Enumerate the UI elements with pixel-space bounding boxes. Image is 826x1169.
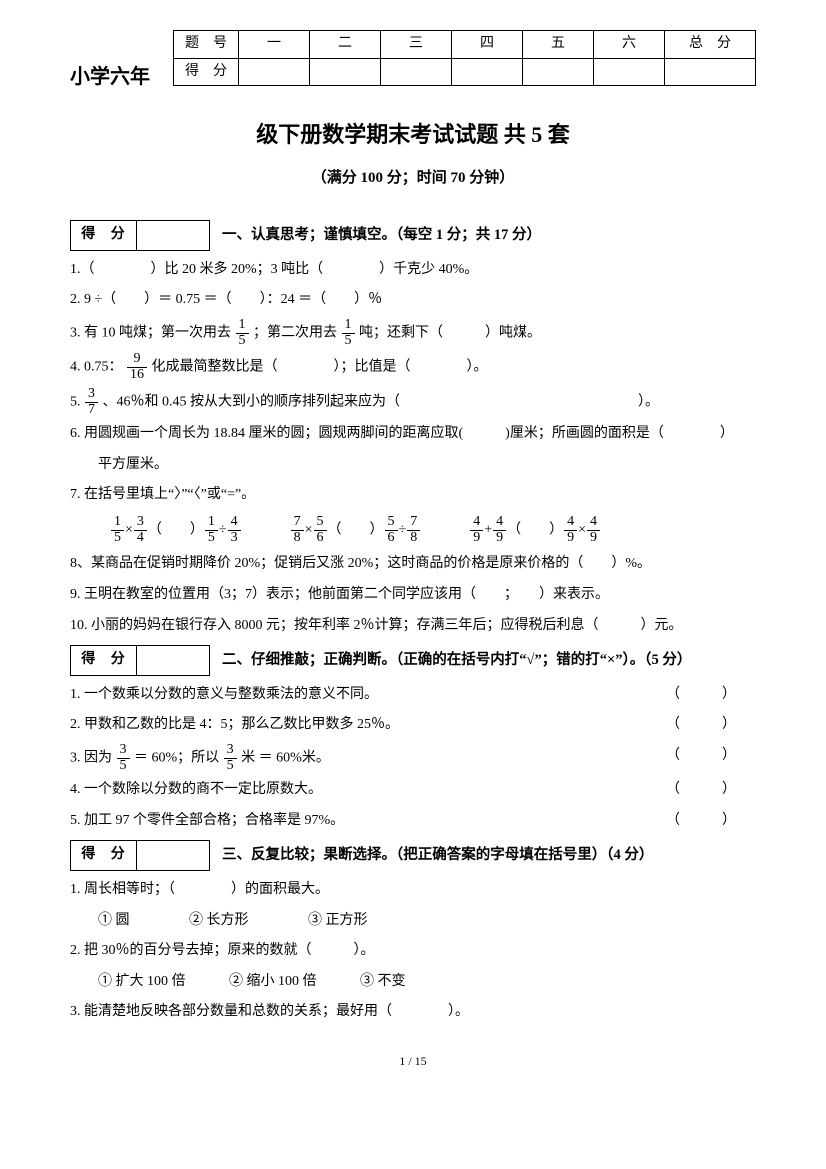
- score-box-label: 得 分: [71, 221, 137, 251]
- score-blank: [594, 58, 665, 86]
- s1-q7-equations: 15×34（ ）15÷43 78×56（ ）56÷78 49+49（ ）49×4…: [110, 515, 756, 545]
- score-header-row: 题 号 一 二 三 四 五 六 总 分: [174, 31, 756, 59]
- eq-group-3: 49+49（ ）49×49: [469, 515, 601, 545]
- s3-q1: 1. 周长相等时；（ ）的面积最大。: [70, 877, 756, 904]
- section-3-header: 得 分 三、反复比较；果断选择。（把正确答案的字母填在括号里）（4 分）: [70, 840, 756, 871]
- score-value-row: 得 分: [174, 58, 756, 86]
- frac-3-5: 35: [224, 743, 237, 773]
- score-header-table: 题 号 一 二 三 四 五 六 总 分 得 分: [173, 30, 756, 86]
- s1-q2: 2. 9 ÷（ ）＝ 0.75 ＝（ ）：24 ＝（ ）％: [70, 287, 756, 314]
- col-4: 四: [452, 31, 523, 59]
- tf-paren: （ ）: [666, 743, 756, 773]
- section-1-header: 得 分 一、认真思考；谨慎填空。（每空 1 分；共 17 分）: [70, 220, 756, 251]
- s2-q2: 2. 甲数和乙数的比是 4：5；那么乙数比甲数多 25％。 （ ）: [70, 712, 756, 739]
- score-blank: [523, 58, 594, 86]
- s1-q4: 4. 0.75： 916 化成最简整数比是（ ）；比值是（ ）。: [70, 352, 756, 382]
- section-score-box: 得 分: [70, 840, 210, 871]
- section-3-title: 三、反复比较；果断选择。（把正确答案的字母填在括号里）（4 分）: [222, 842, 653, 870]
- score-box-blank: [137, 841, 210, 871]
- s3-q2-opts: ① 扩大 100 倍 ② 缩小 100 倍 ③ 不变: [70, 969, 756, 996]
- frac-3-7: 37: [85, 387, 98, 417]
- score-box-label: 得 分: [71, 646, 137, 676]
- grade-label: 小学六年: [70, 58, 150, 96]
- s1-q6b: 平方厘米。: [70, 452, 756, 479]
- s2-q5: 5. 加工 97 个零件全部合格；合格率是 97%。 （ ）: [70, 808, 756, 835]
- s1-q10: 10. 小丽的妈妈在银行存入 8000 元；按年利率 2％计算；存满三年后；应得…: [70, 613, 756, 640]
- col-2: 二: [310, 31, 381, 59]
- s1-q3-c: 吨；还剩下（ ）吨煤。: [359, 325, 541, 340]
- score-box-blank: [137, 646, 210, 676]
- s3-q1-opts: ① 圆 ② 长方形 ③ 正方形: [70, 908, 756, 935]
- eq-group-1: 15×34（ ）15÷43: [110, 515, 242, 545]
- score-blank: [239, 58, 310, 86]
- s1-q1: 1.（ ）比 20 米多 20%；3 吨比（ ）千克少 40%。: [70, 257, 756, 284]
- section-score-box: 得 分: [70, 220, 210, 251]
- page-title: 级下册数学期末考试试题 共 5 套: [70, 114, 756, 156]
- col-1: 一: [239, 31, 310, 59]
- s1-q3-a: 3. 有 10 吨煤；第一次用去: [70, 325, 231, 340]
- section-2-title: 二、仔细推敲；正确判断。（正确的在括号内打“√”；错的打“×”）。（5 分）: [222, 647, 691, 675]
- subtitle: （满分 100 分；时间 70 分钟）: [70, 164, 756, 193]
- score-blank: [452, 58, 523, 86]
- tf-paren: （ ）: [666, 712, 756, 739]
- row-label: 得 分: [174, 58, 239, 86]
- section-2-header: 得 分 二、仔细推敲；正确判断。（正确的在括号内打“√”；错的打“×”）。（5 …: [70, 645, 756, 676]
- col-total: 总 分: [665, 31, 756, 59]
- s2-q4: 4. 一个数除以分数的商不一定比原数大。 （ ）: [70, 777, 756, 804]
- col-6: 六: [594, 31, 665, 59]
- s1-q5: 5. 37 、46％和 0.45 按从大到小的顺序排列起来应为（ ）。: [70, 387, 756, 417]
- s3-q3: 3. 能清楚地反映各部分数量和总数的关系；最好用（ ）。: [70, 999, 756, 1026]
- s1-q8: 8、某商品在促销时期降价 20%；促销后又涨 20%；这时商品的价格是原来价格的…: [70, 551, 756, 578]
- s1-q7: 7. 在括号里填上“〉”“〈”或“=”。: [70, 482, 756, 509]
- s1-q5-a: 5.: [70, 394, 84, 409]
- s1-q5-b: 、46％和 0.45 按从大到小的顺序排列起来应为（ ）。: [103, 394, 660, 409]
- s1-q4-b: 化成最简整数比是（ ）；比值是（ ）。: [152, 360, 488, 375]
- page-footer: 1 / 15: [70, 1050, 756, 1073]
- section-score-box: 得 分: [70, 645, 210, 676]
- col-5: 五: [523, 31, 594, 59]
- tf-paren: （ ）: [666, 808, 756, 835]
- s1-q3-b: ；第二次用去: [253, 325, 337, 340]
- s1-q4-a: 4. 0.75：: [70, 360, 123, 375]
- score-blank: [381, 58, 452, 86]
- score-box-label: 得 分: [71, 841, 137, 871]
- section-1-title: 一、认真思考；谨慎填空。（每空 1 分；共 17 分）: [222, 222, 541, 250]
- frac-1-5: 15: [342, 318, 355, 348]
- s2-q3: 3. 因为 35 ＝ 60%；所以 35 米 ＝ 60%米。 （ ）: [70, 743, 756, 773]
- tf-paren: （ ）: [666, 777, 756, 804]
- score-blank: [310, 58, 381, 86]
- col-label: 题 号: [174, 31, 239, 59]
- tf-paren: （ ）: [666, 682, 756, 709]
- frac-3-5: 35: [117, 743, 130, 773]
- s2-q1: 1. 一个数乘以分数的意义与整数乘法的意义不同。 （ ）: [70, 682, 756, 709]
- s1-q3: 3. 有 10 吨煤；第一次用去 15 ；第二次用去 15 吨；还剩下（ ）吨煤…: [70, 318, 756, 348]
- frac-1-5: 15: [236, 318, 249, 348]
- score-box-blank: [137, 221, 210, 251]
- s1-q9: 9. 王明在教室的位置用（3；7）表示；他前面第二个同学应该用（ ； ）来表示。: [70, 582, 756, 609]
- eq-group-2: 78×56（ ）56÷78: [290, 515, 422, 545]
- score-blank: [665, 58, 756, 86]
- s1-q6: 6. 用圆规画一个周长为 18.84 厘米的圆；圆规两脚间的距离应取( )厘米；…: [70, 421, 756, 448]
- s3-q2: 2. 把 30％的百分号去掉；原来的数就（ ）。: [70, 938, 756, 965]
- col-3: 三: [381, 31, 452, 59]
- frac-9-16: 916: [127, 352, 147, 382]
